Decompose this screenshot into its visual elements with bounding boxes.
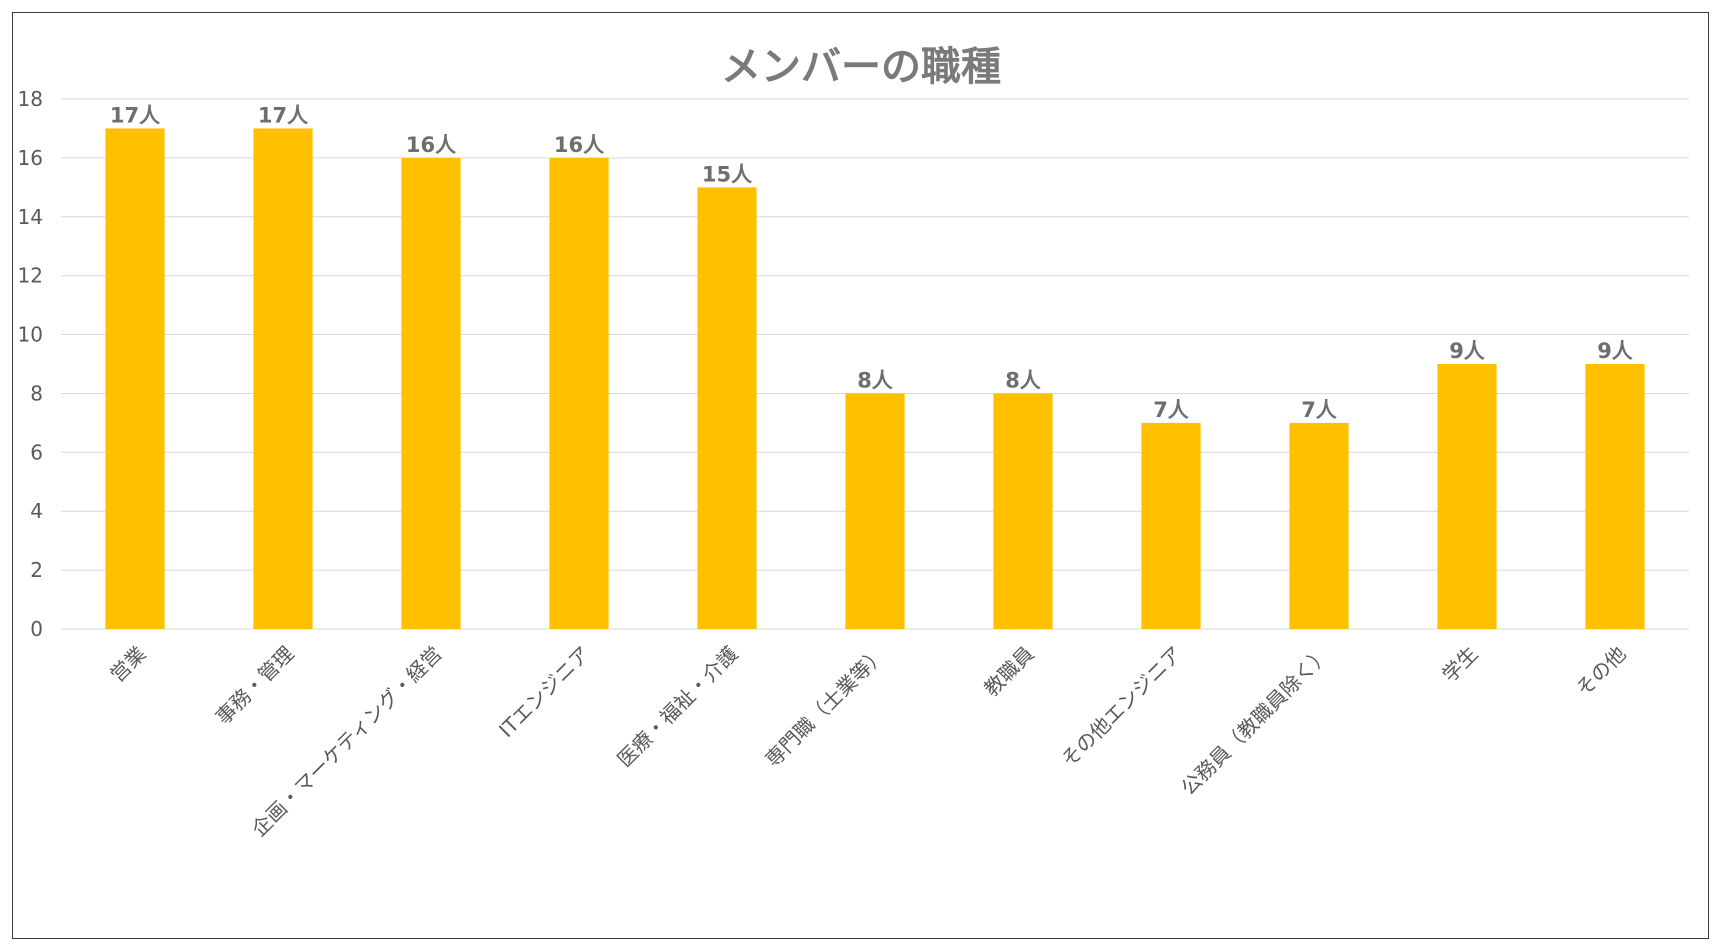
data-label: 8人 xyxy=(857,368,893,392)
x-tick-label: 営業 xyxy=(105,642,150,687)
data-label: 16人 xyxy=(406,133,456,157)
y-tick-label: 2 xyxy=(30,558,43,582)
bar-6 xyxy=(993,393,1053,629)
bars xyxy=(105,128,1645,630)
x-tick-label: その他エンジニア xyxy=(1056,642,1186,772)
bar-3 xyxy=(549,157,609,629)
y-tick-label: 8 xyxy=(30,381,43,405)
data-label: 7人 xyxy=(1301,398,1337,422)
y-tick-label: 0 xyxy=(30,617,43,641)
data-label: 16人 xyxy=(554,133,604,157)
chart-frame: メンバーの職種 0 2 4 6 8 10 12 14 16 18 17人 17人 16人 16人 15人 8… xyxy=(12,12,1709,939)
y-tick-label: 4 xyxy=(30,499,43,523)
y-tick-label: 18 xyxy=(18,87,43,111)
bar-0 xyxy=(105,128,165,629)
data-label: 9人 xyxy=(1449,339,1485,363)
y-tick-label: 12 xyxy=(18,264,43,288)
bar-5 xyxy=(845,393,905,629)
data-label: 17人 xyxy=(110,103,160,127)
y-tick-label: 14 xyxy=(18,205,43,229)
bar-10 xyxy=(1585,364,1645,629)
bar-9 xyxy=(1437,364,1497,629)
data-label: 17人 xyxy=(258,103,308,127)
x-tick-label: ITエンジニア xyxy=(494,642,594,742)
data-label: 9人 xyxy=(1597,339,1633,363)
bar-8 xyxy=(1289,422,1349,629)
bar-chart: メンバーの職種 0 2 4 6 8 10 12 14 16 18 17人 17人 16人 16人 15人 8… xyxy=(18,44,1689,842)
data-labels: 17人 17人 16人 16人 15人 8人 8人 7人 7人 9人 9人 xyxy=(110,103,1633,421)
y-tick-label: 16 xyxy=(18,146,43,170)
bar-2 xyxy=(401,157,461,629)
y-tick-label: 10 xyxy=(18,323,43,347)
x-tick-label: その他 xyxy=(1571,642,1630,701)
x-tick-label: 事務・管理 xyxy=(211,642,299,730)
x-tick-label: 公務員（教職員除く） xyxy=(1176,642,1334,800)
chart-title: メンバーの職種 xyxy=(721,44,1001,90)
x-tick-label: 医療・福祉・介護 xyxy=(612,642,742,772)
x-tick-label: 専門職（士業等） xyxy=(760,642,890,772)
bar-4 xyxy=(697,187,757,630)
data-label: 8人 xyxy=(1005,368,1041,392)
y-axis-ticks: 0 2 4 6 8 10 12 14 16 18 xyxy=(18,87,43,641)
data-label: 15人 xyxy=(702,162,752,186)
x-tick-label: 教職員 xyxy=(979,642,1038,701)
bar-1 xyxy=(253,128,313,629)
y-tick-label: 6 xyxy=(30,440,43,464)
data-label: 7人 xyxy=(1153,398,1189,422)
bar-7 xyxy=(1141,422,1201,629)
x-tick-label: 学生 xyxy=(1437,642,1482,687)
